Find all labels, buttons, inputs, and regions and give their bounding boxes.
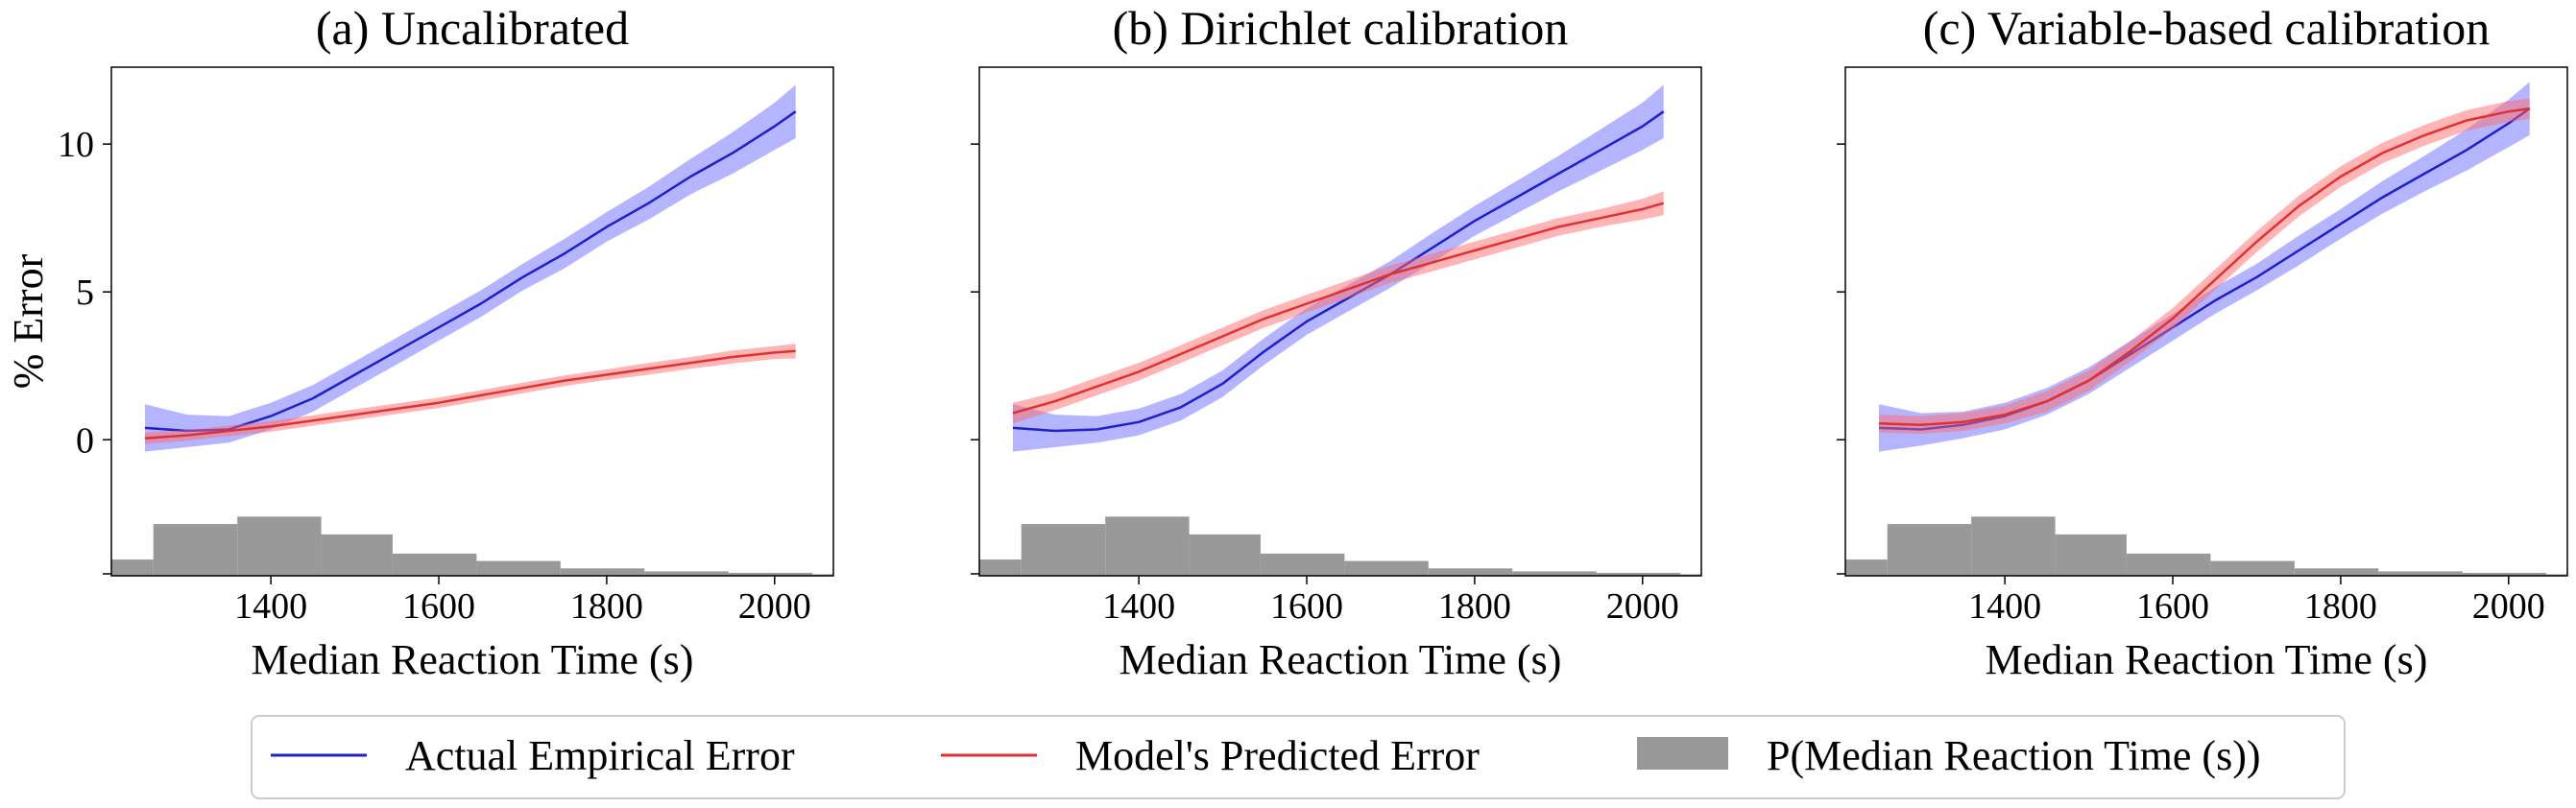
legend-frame xyxy=(251,715,2346,799)
histogram-bar xyxy=(1512,571,1597,576)
legend-label-actual: Actual Empirical Error xyxy=(405,732,795,779)
histogram-bar xyxy=(560,568,645,576)
histogram-bar xyxy=(2210,560,2295,576)
panels: (a) Uncalibrated 1400 1600 1800 2000 0 5 10 Medi… xyxy=(5,1,2568,683)
predicted-error-band xyxy=(1879,98,2530,435)
histogram-bar xyxy=(1887,524,1972,576)
x-tick-label: 2000 xyxy=(738,586,811,627)
histogram-bar xyxy=(1021,524,1106,576)
histogram-bar xyxy=(1845,559,1888,576)
panel-title: (b) Dirichlet calibration xyxy=(1113,1,1569,55)
histogram-bar xyxy=(1189,534,1261,576)
y-tick-label: 5 xyxy=(76,273,94,313)
x-tick-label: 2000 xyxy=(1606,586,1679,627)
actual-error-band xyxy=(1013,84,1664,452)
histogram-bar xyxy=(2546,574,2567,576)
axes-frame xyxy=(110,66,834,577)
x-tick-label: 1400 xyxy=(1102,586,1175,627)
x-tick-label: 1800 xyxy=(570,586,643,627)
x-tick-label: 1600 xyxy=(1270,586,1343,627)
histogram-bar xyxy=(812,574,833,576)
x-tick-label: 1400 xyxy=(1968,586,2041,627)
x-axis-label: Median Reaction Time (s) xyxy=(1119,636,1562,683)
histogram-bar xyxy=(321,534,393,576)
histogram-bar xyxy=(1105,516,1190,576)
panel-1: (a) Uncalibrated 1400 1600 1800 2000 0 5 10 Medi… xyxy=(5,1,834,683)
histogram-bar xyxy=(2126,553,2211,576)
actual-error-line xyxy=(144,110,797,433)
x-tick-label: 1800 xyxy=(1438,586,1511,627)
panel-title: (a) Uncalibrated xyxy=(316,1,629,55)
predicted-error-band xyxy=(1013,191,1664,424)
histogram-bar xyxy=(1680,574,1701,576)
histogram-bar xyxy=(2378,571,2463,576)
legend: Actual Empirical Error Model's Predicted… xyxy=(251,715,2346,799)
histogram-bar xyxy=(237,516,322,576)
histogram-bar xyxy=(1344,560,1429,576)
legend-label-distribution: P(Median Reaction Time (s)) xyxy=(1767,732,2261,779)
histogram-bar xyxy=(644,571,729,576)
y-axis-label: % Error xyxy=(5,253,52,389)
y-tick-label: 0 xyxy=(76,420,94,461)
histogram-bar xyxy=(1260,553,1345,576)
histogram-bar xyxy=(476,560,561,576)
legend-swatch-distribution xyxy=(1637,737,1728,770)
predicted-error-line xyxy=(1878,107,2530,427)
predicted-error-band xyxy=(145,344,796,444)
y-tick-label: 10 xyxy=(58,125,94,165)
histogram-bar xyxy=(2462,572,2547,576)
histogram-bar xyxy=(111,559,154,576)
predicted-error-line xyxy=(1012,202,1665,415)
axes-frame xyxy=(1844,66,2568,577)
histogram-bar xyxy=(1971,516,2056,576)
panel-title: (c) Variable-based calibration xyxy=(1923,1,2490,55)
x-axis-label: Median Reaction Time (s) xyxy=(252,636,694,683)
axes-frame xyxy=(978,66,1702,577)
panel-2: (b) Dirichlet calibration 1400 1600 1800 200… xyxy=(971,1,1702,683)
panel-3: (c) Variable-based calibration 1400 1600 18… xyxy=(1837,1,2568,683)
x-tick-label: 1600 xyxy=(2136,586,2209,627)
histogram-bar xyxy=(153,524,238,576)
histogram-bar xyxy=(392,553,477,576)
x-tick-label: 1600 xyxy=(402,586,475,627)
histogram-bar xyxy=(979,559,1022,576)
x-tick-label: 1800 xyxy=(2304,586,2377,627)
x-tick-label: 1400 xyxy=(234,586,307,627)
histogram-bar xyxy=(728,572,813,576)
x-tick-label: 2000 xyxy=(2472,586,2545,627)
histogram-bar xyxy=(2055,534,2127,576)
histogram-bar xyxy=(1428,568,1513,576)
x-axis-label: Median Reaction Time (s) xyxy=(1986,636,2428,683)
histogram-bar xyxy=(2294,568,2379,576)
predicted-error-line xyxy=(144,349,796,440)
legend-label-predicted: Model's Predicted Error xyxy=(1075,732,1480,779)
histogram-bar xyxy=(1596,572,1681,576)
